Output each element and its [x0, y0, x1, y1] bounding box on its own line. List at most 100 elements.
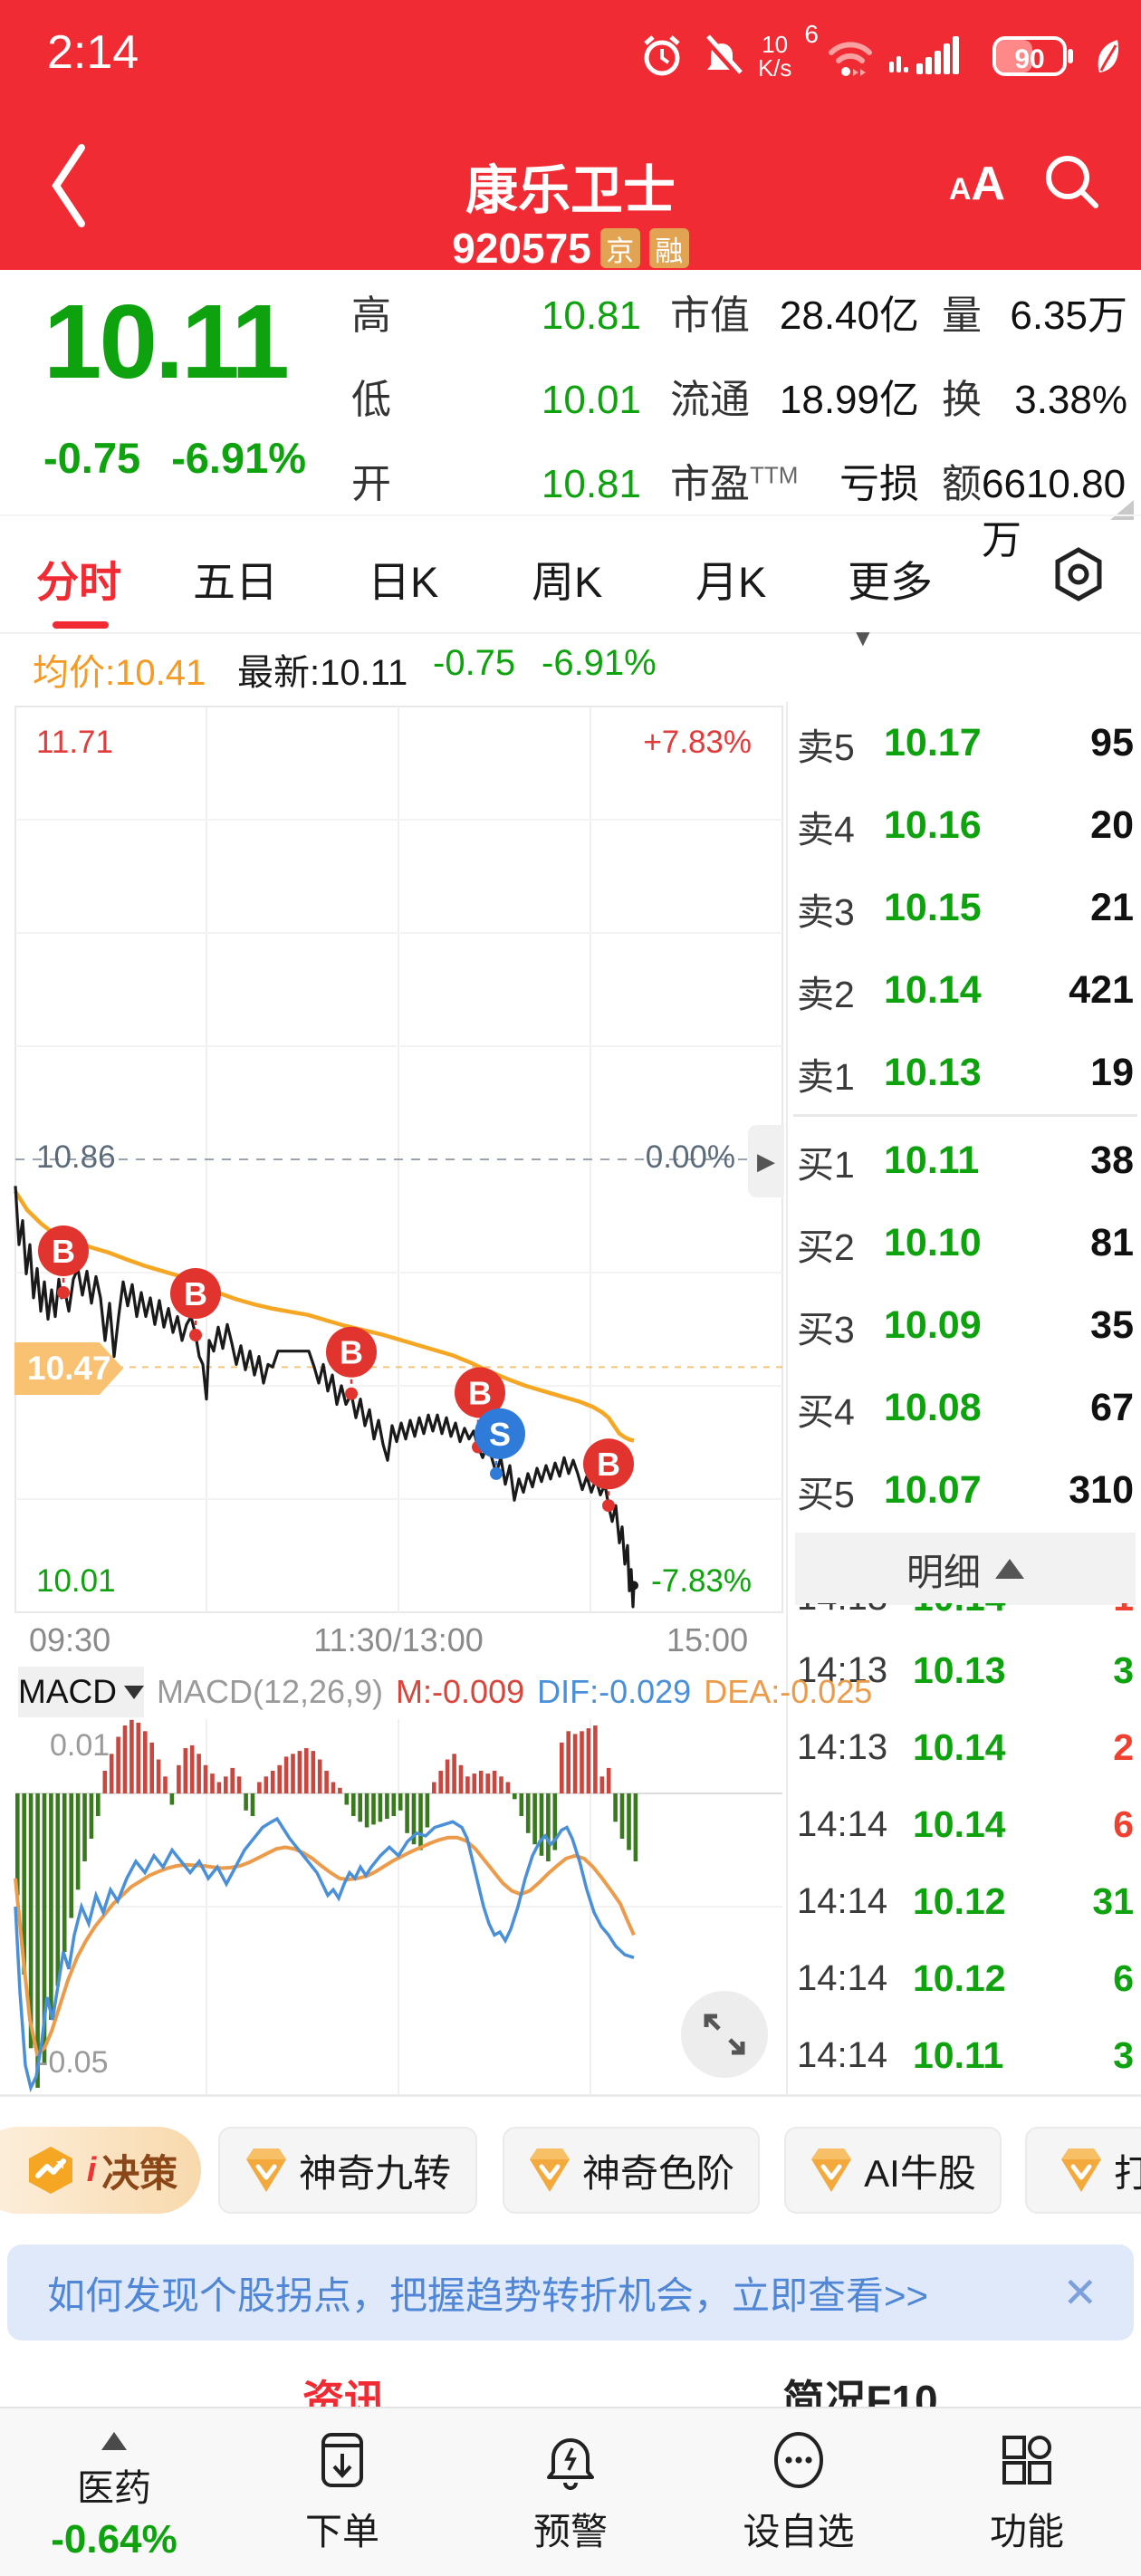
tab-周K[interactable]: 周K — [532, 558, 603, 606]
quote-col-volume: 量 6.35万换 3.38% 额 6610.80万 — [942, 283, 1127, 562]
trade-volume: 31 — [1092, 1880, 1134, 1922]
trade-time: 14:13 — [797, 1603, 913, 1619]
tab-日K[interactable]: 日K — [368, 558, 439, 606]
nav-item-设自选[interactable]: 设自选 — [685, 2408, 913, 2576]
trade-volume: 3 — [1113, 2034, 1134, 2076]
bottom-nav-bar: 医药 -0.64% 下单 预警 设自选 功能 — [0, 2407, 1141, 2576]
chart-settings-icon[interactable] — [1052, 547, 1105, 601]
orderbook-row-sell[interactable]: 卖3 10.15 21 — [797, 867, 1134, 949]
feature-chip-AI牛股[interactable]: AI牛股 — [784, 2127, 1002, 2214]
content-tab-资讯[interactable]: 资讯 — [302, 2377, 386, 2407]
chip-label: 打板 — [1113, 2151, 1141, 2195]
level-volume: 67 — [1090, 1386, 1134, 1429]
trade-volume: 6 — [1113, 1803, 1134, 1845]
level-price: 10.13 — [884, 1051, 982, 1094]
orderbook-row-buy[interactable]: 买5 10.07 310 — [797, 1449, 1134, 1532]
feature-chip-神奇九转[interactable]: 神奇九转 — [218, 2127, 477, 2214]
trade-price: 10.11 — [913, 2034, 1004, 2076]
trade-time: 14:13 — [797, 1650, 888, 1690]
level-volume: 20 — [1090, 803, 1134, 847]
trade-volume: 1 — [1040, 1603, 1134, 1620]
quote-stat-row: 开 10.81 — [351, 451, 641, 509]
stat-value: 18.99亿 — [779, 378, 919, 422]
trade-row: 14:14 10.11 3 — [797, 2017, 1134, 2094]
nav-label: 预警 — [533, 2511, 608, 2552]
content-tab-简况F10[interactable]: 简况F10 — [782, 2377, 938, 2407]
orderbook-row-buy[interactable]: 买3 10.09 35 — [797, 1284, 1134, 1367]
tab-更多[interactable]: 更多▼ — [848, 558, 933, 652]
level-price: 10.09 — [884, 1303, 982, 1347]
time-label-open: 09:30 — [29, 1621, 111, 1658]
nav-item-功能[interactable]: 功能 — [913, 2408, 1141, 2576]
orderbook-row-buy[interactable]: 买4 10.08 67 — [797, 1367, 1134, 1449]
banner-close-icon[interactable]: ✕ — [1062, 2269, 1098, 2316]
stock-subtitle: 920575 京 融 — [0, 224, 1141, 273]
indicator-selector[interactable]: MACD — [18, 1667, 144, 1717]
stat-value: 3.38% — [1014, 378, 1127, 422]
trade-detail-header[interactable]: 明细 — [795, 1533, 1136, 1605]
axis-low-pct: -7.83% — [651, 1563, 752, 1599]
level-volume: 35 — [1090, 1303, 1134, 1347]
feature-chip-神奇色阶[interactable]: 神奇色阶 — [503, 2127, 760, 2214]
level-price: 10.08 — [884, 1386, 982, 1429]
trade-volume: 2 — [1113, 1726, 1134, 1768]
order-icon — [312, 2430, 372, 2490]
orderbook-row-sell[interactable]: 卖2 10.14 421 — [797, 949, 1134, 1032]
trade-price: 10.14 — [913, 1603, 1040, 1620]
macd-chart[interactable] — [0, 1719, 786, 2094]
wifi-number: 6 — [804, 20, 819, 48]
stat-value: 28.40亿 — [779, 293, 919, 338]
orderbook-row-buy[interactable]: 买1 10.11 38 — [797, 1120, 1134, 1202]
tab-五日[interactable]: 五日 — [193, 558, 278, 606]
axis-prevclose-price: 10.86 — [36, 1139, 116, 1175]
level-volume: 421 — [1069, 968, 1134, 1012]
trade-time: 14:14 — [797, 1804, 888, 1844]
decision-chip[interactable]: i 决策 — [0, 2127, 201, 2214]
status-icons: 10 K/s 6 90 — [638, 20, 1125, 92]
fullscreen-button[interactable] — [681, 1991, 768, 2078]
search-icon[interactable] — [1040, 149, 1105, 215]
clock-time: 2:14 — [47, 26, 139, 79]
stat-value: 6610.80万 — [982, 462, 1127, 562]
trade-marker-B: B — [38, 1226, 89, 1299]
orderbook-row-sell[interactable]: 卖5 10.17 95 — [797, 702, 1134, 784]
feature-chip-打板[interactable]: 打板 — [1025, 2127, 1141, 2214]
level-label: 卖1 — [797, 1055, 855, 1098]
stat-label: 开 — [351, 462, 391, 506]
decision-icon — [25, 2145, 76, 2196]
order-book-panel: 明细 卖5 10.17 95 卖4 10.16 20 卖3 10.15 21 卖2 10.14 421… — [786, 702, 1141, 2094]
stat-label: 低 — [351, 378, 391, 422]
detail-label: 明细 — [906, 1552, 981, 1593]
trade-time: 14:14 — [797, 1958, 888, 1998]
level-volume: 19 — [1090, 1051, 1134, 1094]
quote-stat-row: 额 6610.80万 — [942, 451, 1127, 562]
nav-item-医药[interactable]: 医药 -0.64% — [0, 2408, 228, 2576]
nav-item-预警[interactable]: 预警 — [456, 2408, 685, 2576]
promo-banner[interactable]: 如何发现个股拐点，把握趋势转折机会，立即查看>> ✕ — [7, 2244, 1134, 2341]
nav-item-下单[interactable]: 下单 — [228, 2408, 456, 2576]
font-size-button[interactable]: AA — [948, 158, 1005, 210]
back-button[interactable] — [43, 131, 98, 240]
macd-dif-value: DIF:-0.029 — [537, 1673, 692, 1710]
title-bar: 康乐卫士 920575 京 融 AA — [0, 104, 1141, 273]
stat-value: 10.81 — [541, 293, 641, 338]
level-label: 买4 — [797, 1390, 855, 1433]
banner-text: 如何发现个股拐点，把握趋势转折机会，立即查看>> — [47, 2273, 929, 2317]
stat-label: 流通 — [670, 378, 750, 422]
trade-volume: 3 — [1113, 1649, 1134, 1691]
panel-collapse-arrow[interactable]: ▶ — [748, 1125, 784, 1197]
orderbook-row-buy[interactable]: 买2 10.10 81 — [797, 1202, 1134, 1284]
network-speed: 10 K/s — [757, 31, 792, 82]
tab-月K[interactable]: 月K — [695, 558, 767, 606]
footer-tabs: 资讯 简况F10 — [0, 2355, 1141, 2407]
avg-cost-tag: 10.47 — [14, 1342, 123, 1395]
stat-label: 高 — [351, 293, 391, 338]
orderbook-row-sell[interactable]: 卖1 10.13 19 — [797, 1032, 1134, 1114]
trade-price: 10.14 — [913, 1803, 1006, 1845]
tab-分时[interactable]: 分时 — [36, 558, 121, 606]
orderbook-row-sell[interactable]: 卖4 10.16 20 — [797, 784, 1134, 867]
mute-bell-icon — [698, 33, 745, 80]
quote-col-ohl: 高 10.81 低 10.01 开 10.81 — [351, 283, 641, 509]
